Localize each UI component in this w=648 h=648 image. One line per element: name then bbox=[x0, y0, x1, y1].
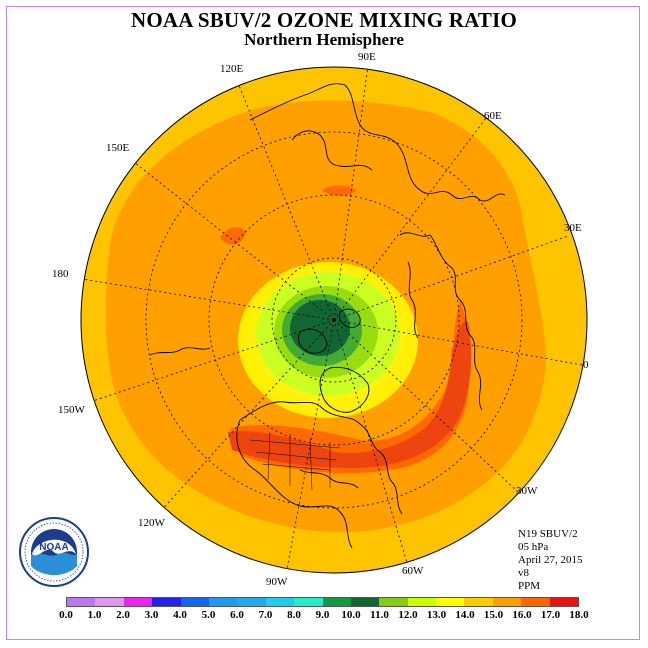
colorbar-tick-label: 5.0 bbox=[201, 609, 216, 621]
colorbar-cell bbox=[294, 598, 323, 606]
colorbar-tick-label: 10.0 bbox=[341, 609, 361, 621]
colorbar-cell bbox=[492, 598, 522, 606]
lon-label-60e: 60E bbox=[484, 110, 502, 122]
field-dark-orange-south bbox=[230, 300, 470, 474]
colorbar-cell bbox=[265, 598, 295, 606]
field-dark-orange-blob-west bbox=[220, 227, 246, 245]
colorbar-cell bbox=[350, 598, 380, 606]
map-title: NOAA SBUV/2 OZONE MIXING RATIO bbox=[131, 8, 517, 32]
colorbar-tick-label: 8.0 bbox=[287, 609, 301, 621]
colorbar-labels: 0.0 1.0 2.0 3.0 4.0 5.0 6.0 7.0 8.0 9.0 10.0 11.0 12… bbox=[52, 609, 592, 623]
colorbar-tick-label: 6.0 bbox=[230, 609, 244, 621]
colorbar-tick-label: 3.0 bbox=[144, 609, 159, 621]
lon-label-150e: 150E bbox=[106, 142, 130, 154]
colorbar-cell bbox=[436, 598, 465, 606]
info-satellite: N19 SBUV/2 bbox=[518, 528, 578, 540]
colorbar-tick-label: 2.0 bbox=[116, 609, 130, 621]
colorbar-tick-label: 17.0 bbox=[540, 609, 561, 621]
colorbar-tick-label: 0.0 bbox=[59, 609, 73, 621]
colorbar-cell bbox=[407, 598, 437, 606]
colorbar-cell bbox=[464, 598, 493, 606]
lon-label-90e: 90E bbox=[358, 51, 376, 63]
colorbar-tick-label: 11.0 bbox=[370, 609, 389, 621]
colorbar-cell bbox=[322, 598, 351, 606]
colorbar-cell bbox=[549, 598, 579, 606]
colorbar-tick-label: 9.0 bbox=[315, 609, 330, 621]
lon-label-90w: 90W bbox=[266, 576, 288, 588]
colorbar-tick-label: 14.0 bbox=[455, 609, 475, 621]
lon-label-30w: 30W bbox=[516, 485, 538, 497]
colorbar-cell bbox=[180, 598, 209, 606]
coastlines bbox=[149, 83, 506, 549]
info-block: N19 SBUV/2 05 hPa April 27, 2015 v8 PPM bbox=[518, 528, 582, 593]
info-units: PPM bbox=[518, 580, 541, 592]
colorbar-tick-label: 18.0 bbox=[569, 609, 589, 621]
info-pressure-level: 05 hPa bbox=[518, 541, 549, 553]
lon-label-150w: 150W bbox=[58, 404, 85, 416]
colorbar-tick-label: 7.0 bbox=[258, 609, 273, 621]
colorbar-tick-label: 15.0 bbox=[483, 609, 504, 621]
lon-label-60w: 60W bbox=[402, 565, 424, 577]
colorbar-tick-label: 16.0 bbox=[512, 609, 532, 621]
colorbar-cell bbox=[95, 598, 124, 606]
logo-center-text: NOAA bbox=[39, 542, 68, 553]
colorbar-cell bbox=[152, 598, 181, 606]
colorbar-tick-label: 13.0 bbox=[426, 609, 447, 621]
colorbar-cell bbox=[237, 598, 266, 606]
field-red-band bbox=[228, 321, 472, 468]
info-version: v8 bbox=[518, 567, 529, 579]
lon-label-0: 0 bbox=[583, 359, 589, 371]
colorbar-cell bbox=[67, 598, 96, 606]
colorbar-cell bbox=[521, 598, 550, 606]
colorbar-tick-label: 4.0 bbox=[173, 609, 187, 621]
lon-label-120w: 120W bbox=[138, 517, 165, 529]
colorbar bbox=[66, 597, 579, 607]
noaa-logo: NOAA bbox=[18, 516, 90, 588]
colorbar-cell bbox=[379, 598, 408, 606]
info-date: April 27, 2015 bbox=[518, 554, 583, 566]
colorbar-tick-label: 1.0 bbox=[87, 609, 102, 621]
us-state-lines bbox=[249, 431, 341, 491]
lon-label-180: 180 bbox=[52, 268, 69, 280]
map-subtitle: Northern Hemisphere bbox=[244, 30, 404, 49]
map-border bbox=[80, 66, 588, 574]
lon-label-30e: 30E bbox=[564, 222, 582, 234]
lon-label-120e: 120E bbox=[220, 63, 244, 75]
colorbar-cell bbox=[208, 598, 238, 606]
field-dark-green-core bbox=[290, 300, 350, 356]
figure-frame bbox=[6, 6, 640, 640]
field-dark-orange-blob-north bbox=[322, 185, 356, 196]
colorbar-cell bbox=[123, 598, 153, 606]
colorbar-tick-label: 12.0 bbox=[398, 609, 418, 621]
